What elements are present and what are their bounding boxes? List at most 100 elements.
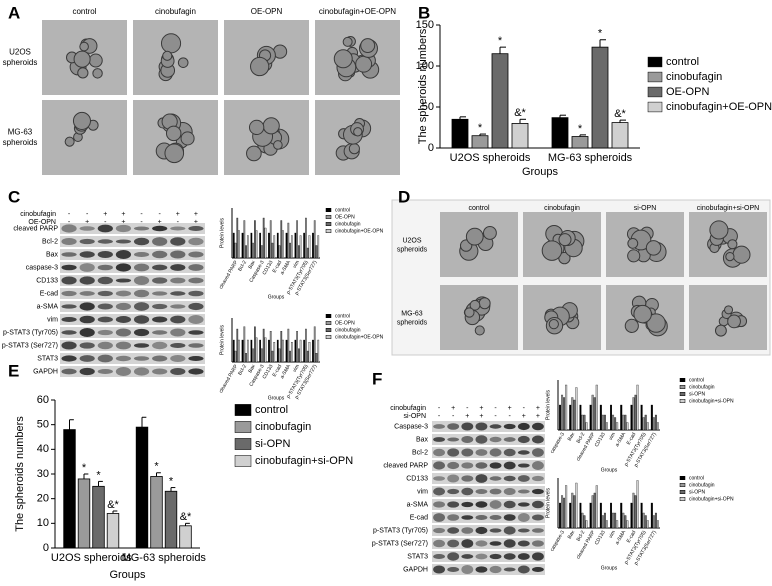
bar — [644, 414, 647, 431]
bar — [313, 326, 316, 363]
band — [61, 276, 77, 285]
protein-label: E-cad — [40, 290, 58, 297]
blot-strip — [432, 486, 545, 497]
band — [188, 251, 204, 258]
band — [152, 368, 168, 375]
bar — [626, 520, 629, 529]
bar — [636, 384, 639, 431]
band — [532, 528, 544, 533]
band — [475, 526, 488, 535]
treatment-sign: + — [194, 219, 198, 226]
bar — [305, 328, 307, 363]
band — [152, 316, 168, 323]
column-header: OE-OPN — [251, 7, 283, 16]
band — [489, 424, 502, 429]
legend-label: si-OPN — [689, 489, 706, 495]
y-tick-label: 100 — [416, 60, 434, 72]
bar — [289, 350, 291, 363]
bar — [238, 339, 240, 363]
x-tick-label: E-cad — [626, 529, 638, 544]
bar — [599, 404, 602, 431]
bar — [273, 235, 276, 259]
x-tick-label: MG-63 spheroids — [548, 152, 633, 164]
legend-swatch — [325, 314, 332, 318]
bar — [315, 245, 318, 259]
cell — [342, 36, 353, 47]
bar — [315, 353, 318, 363]
bar — [622, 512, 625, 529]
bar — [591, 46, 609, 149]
cell — [541, 240, 563, 261]
bar — [599, 502, 602, 529]
bar — [273, 342, 276, 363]
row-label: MG-63 spheroids — [397, 310, 428, 326]
treatment-sign: + — [479, 413, 483, 420]
panel-label: B — [418, 3, 430, 22]
column-header: cinobufagin — [155, 7, 196, 16]
protein-label: Bax — [416, 436, 429, 443]
bar — [559, 404, 562, 431]
bar — [241, 232, 244, 259]
legend-label: cinobufagin+OE-OPN — [335, 228, 384, 234]
x-tick-label: CD133 — [594, 529, 607, 546]
band — [152, 264, 168, 271]
x-tick-label: Bcl-2 — [237, 363, 248, 376]
bar — [642, 417, 645, 431]
band — [517, 422, 530, 431]
band — [517, 513, 530, 522]
band — [503, 553, 516, 560]
treatment-sign: - — [494, 413, 497, 420]
bar — [278, 245, 281, 259]
band — [170, 250, 186, 259]
band — [517, 450, 530, 455]
legend-label: cinobufagin+si-OPN — [255, 455, 353, 467]
band — [517, 489, 530, 494]
protein-label: Bcl-2 — [412, 449, 428, 456]
x-tick-label: Bcl-2 — [575, 431, 586, 444]
legend-label: control — [689, 377, 704, 383]
bar — [262, 217, 265, 259]
y-tick-label: 0 — [43, 542, 49, 554]
cell — [348, 143, 360, 155]
cell — [627, 237, 639, 249]
bar — [595, 384, 598, 431]
bar — [269, 331, 272, 363]
band — [433, 424, 445, 429]
band — [475, 488, 488, 495]
band — [79, 355, 95, 362]
bar — [569, 502, 572, 529]
bar — [611, 122, 629, 149]
cell — [164, 143, 185, 164]
bar — [571, 397, 574, 431]
bar — [268, 339, 270, 363]
band — [489, 553, 502, 560]
bar — [624, 414, 627, 431]
band — [188, 264, 204, 271]
band — [433, 448, 445, 457]
protein-label: GAPDH — [403, 566, 428, 573]
band — [461, 501, 474, 508]
bar — [656, 520, 659, 529]
legend-swatch — [234, 421, 252, 433]
bar — [135, 426, 149, 549]
bar — [245, 353, 247, 363]
band — [503, 423, 516, 430]
row-label-line: spheroids — [397, 319, 428, 326]
column-header: si-OPN — [634, 205, 657, 212]
band — [503, 448, 516, 457]
bar — [298, 348, 300, 363]
y-axis-label: Protein levels — [545, 389, 551, 420]
significance-mark: &* — [514, 107, 526, 119]
blot-strip — [60, 353, 205, 364]
band — [115, 367, 132, 376]
protein-label: cleaved PARP — [13, 225, 58, 232]
bar — [106, 513, 120, 549]
band — [461, 554, 474, 559]
x-tick-label: Bax — [567, 431, 577, 442]
bar — [656, 422, 659, 431]
band — [97, 239, 113, 244]
treatment-sign: + — [103, 211, 107, 218]
band — [61, 368, 77, 375]
protein-label: p-STAT3 (Tyr705) — [3, 329, 58, 336]
bar — [296, 331, 298, 363]
